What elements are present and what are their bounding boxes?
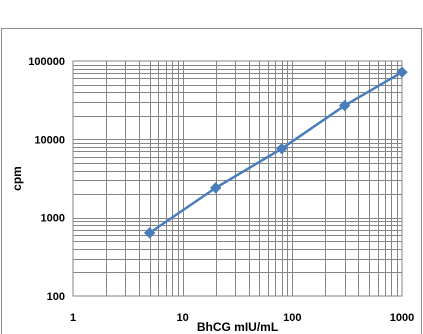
y-tick-label: 100 [47,291,65,303]
series [143,66,408,239]
y-tick-label: 10000 [34,134,65,146]
y-axis-ticks: 100 1000 10000 100000 [28,56,65,303]
x-tick-label: 1000 [390,312,414,324]
y-axis-title: cpm [10,166,24,191]
y-tick-label: 1000 [41,213,65,225]
x-tick-label: 100 [283,312,301,324]
data-point-marker [338,99,351,112]
plot-area [72,60,403,297]
chart-border [0,27,422,334]
x-axis-ticks: 1 10 100 1000 [70,312,414,324]
y-tick-label: 100000 [28,56,65,68]
data-point-marker [396,66,408,78]
x-tick-label: 10 [177,312,189,324]
gridlines [73,61,402,296]
x-tick-label: 1 [70,312,76,324]
data-point-marker [275,142,288,155]
data-point-marker [143,227,156,239]
data-point-marker [209,182,222,194]
x-axis-title: BhCG mIU/mL [197,320,278,334]
